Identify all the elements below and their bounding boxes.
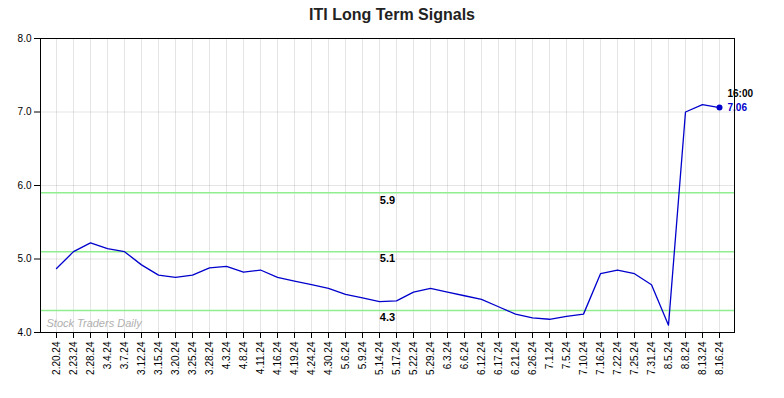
svg-text:5.6.24: 5.6.24 [340,341,351,369]
svg-text:Stock Traders Daily: Stock Traders Daily [47,317,144,329]
svg-text:5.9: 5.9 [380,194,395,206]
svg-text:3.28.24: 3.28.24 [204,341,215,375]
svg-text:7.0: 7.0 [18,106,32,117]
svg-text:6.3.24: 6.3.24 [442,341,453,369]
svg-text:3.20.24: 3.20.24 [170,341,181,375]
svg-text:4.11.24: 4.11.24 [255,341,266,374]
svg-text:4.3: 4.3 [380,311,395,323]
svg-text:8.13.24: 8.13.24 [697,341,708,375]
svg-text:3.4.24: 3.4.24 [102,341,113,369]
svg-text:6.6.24: 6.6.24 [459,341,470,369]
html-text:ITI Long Term Signals: ITI Long Term Signals [309,6,475,23]
svg-text:5.0: 5.0 [18,253,32,264]
svg-text:3.25.24: 3.25.24 [187,341,198,375]
svg-text:2.20.24: 2.20.24 [51,341,62,375]
svg-text:7.06: 7.06 [728,102,748,113]
svg-text:6.17.24: 6.17.24 [493,341,504,375]
svg-text:6.21.24: 6.21.24 [510,341,521,375]
svg-text:7.22.24: 7.22.24 [612,341,623,375]
svg-text:8.0: 8.0 [18,33,32,44]
svg-text:3.7.24: 3.7.24 [119,341,130,369]
svg-text:7.10.24: 7.10.24 [578,341,589,375]
svg-text:4.0: 4.0 [18,327,32,338]
svg-text:6.0: 6.0 [18,180,32,191]
svg-text:5.1: 5.1 [380,252,395,264]
svg-text:4.24.24: 4.24.24 [306,341,317,375]
svg-text:6.12.24: 6.12.24 [476,341,487,375]
svg-text:3.12.24: 3.12.24 [136,341,147,375]
svg-text:8.5.24: 8.5.24 [663,341,674,369]
svg-text:5.14.24: 5.14.24 [374,341,385,375]
svg-text:3.15.24: 3.15.24 [153,341,164,375]
svg-text:5.22.24: 5.22.24 [408,341,419,375]
svg-text:5.9.24: 5.9.24 [357,341,368,369]
svg-text:5.29.24: 5.29.24 [425,341,436,375]
svg-text:4.30.24: 4.30.24 [323,341,334,375]
svg-text:5.17.24: 5.17.24 [391,341,402,375]
svg-text:7.1.24: 7.1.24 [544,341,555,369]
svg-text:7.16.24: 7.16.24 [595,341,606,375]
svg-text:7.31.24: 7.31.24 [646,341,657,375]
svg-text:4.16.24: 4.16.24 [272,341,283,375]
svg-text:2.28.24: 2.28.24 [85,341,96,375]
svg-text:7.5.24: 7.5.24 [561,341,572,369]
svg-text:6.26.24: 6.26.24 [527,341,538,375]
svg-text:4.3.24: 4.3.24 [221,341,232,369]
svg-text:2.23.24: 2.23.24 [68,341,79,375]
svg-text:4.8.24: 4.8.24 [238,341,249,369]
svg-text:8.16.24: 8.16.24 [714,341,725,375]
svg-text:16:00: 16:00 [728,88,754,99]
svg-text:8.8.24: 8.8.24 [680,341,691,369]
svg-text:7.25.24: 7.25.24 [629,341,640,375]
svg-text:4.19.24: 4.19.24 [289,341,300,375]
